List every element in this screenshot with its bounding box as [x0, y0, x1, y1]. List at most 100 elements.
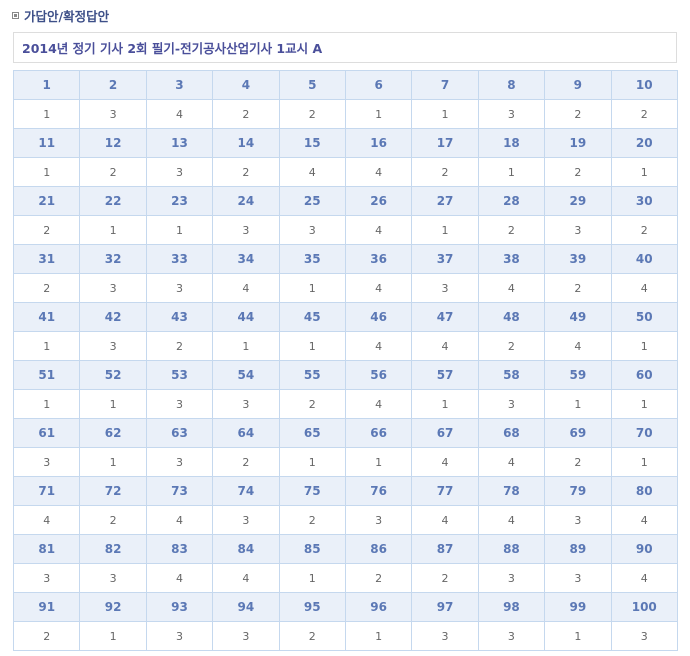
question-number: 16: [344, 128, 413, 158]
answer-value: 2: [544, 99, 612, 129]
answer-value: 3: [544, 563, 612, 593]
answer-value: 1: [79, 447, 147, 477]
question-number: 67: [411, 418, 479, 448]
question-number: 56: [344, 360, 413, 390]
question-number: 81: [12, 534, 81, 564]
question-number: 83: [145, 534, 214, 564]
question-number: 87: [411, 534, 479, 564]
question-number-row: 41 42 43 44 45 46 47 48 49 50: [12, 302, 679, 332]
question-number: 35: [278, 244, 346, 274]
exam-title: 2014년 정기 기사 2회 필기-전기공사산업기사 1교시 A: [22, 41, 323, 56]
answer-value: 3: [477, 389, 546, 419]
answer-value: 3: [145, 157, 214, 187]
section-title: 가답안/확정답안: [24, 9, 110, 24]
question-number: 93: [145, 592, 214, 622]
answer-value: 2: [12, 273, 81, 303]
answer-value: 1: [411, 215, 479, 245]
answer-value: 2: [411, 157, 479, 187]
answer-value: 3: [212, 389, 280, 419]
square-bullet-icon: [12, 12, 19, 19]
answer-value: 3: [610, 621, 679, 651]
question-number: 46: [344, 302, 413, 332]
question-number: 41: [12, 302, 81, 332]
answer-value: 3: [344, 505, 413, 535]
question-number: 68: [477, 418, 546, 448]
answer-value: 1: [212, 331, 280, 361]
question-number: 48: [477, 302, 546, 332]
answer-value: 4: [12, 505, 81, 535]
question-number: 84: [212, 534, 280, 564]
question-number: 40: [610, 244, 679, 274]
answer-value: 3: [411, 621, 479, 651]
question-number: 78: [477, 476, 546, 506]
answer-value: 2: [278, 389, 346, 419]
question-number: 58: [477, 360, 546, 390]
answer-value: 3: [477, 563, 546, 593]
answer-value: 1: [278, 331, 346, 361]
question-number: 63: [145, 418, 214, 448]
question-number: 82: [79, 534, 147, 564]
answer-value: 3: [79, 331, 147, 361]
question-number: 22: [79, 186, 147, 216]
answer-value: 3: [79, 99, 147, 129]
answer-value: 4: [411, 505, 479, 535]
question-number: 61: [12, 418, 81, 448]
question-number: 29: [544, 186, 612, 216]
question-number: 60: [610, 360, 679, 390]
question-number: 59: [544, 360, 612, 390]
answer-table: 1 2 3 4 5 6 7 8 9 10 1 3 4 2 2 1 1 3 2 2 11 12 13 14 15 16 17 18 19 2…: [12, 70, 679, 651]
question-number: 1: [12, 70, 81, 100]
question-number: 4: [212, 70, 280, 100]
answer-value: 1: [12, 157, 81, 187]
answer-value: 3: [212, 505, 280, 535]
answer-value: 2: [278, 99, 346, 129]
question-number: 44: [212, 302, 280, 332]
answer-value: 4: [145, 505, 214, 535]
question-number: 10: [610, 70, 679, 100]
question-number: 21: [12, 186, 81, 216]
answer-value: 4: [344, 389, 413, 419]
question-number: 71: [12, 476, 81, 506]
answer-value: 4: [477, 447, 546, 477]
question-number: 51: [12, 360, 81, 390]
question-number: 33: [145, 244, 214, 274]
answer-value: 1: [610, 157, 679, 187]
answer-value: 2: [411, 563, 479, 593]
answer-value: 1: [79, 621, 147, 651]
answer-value: 1: [145, 215, 214, 245]
question-number: 50: [610, 302, 679, 332]
answer-value: 3: [477, 621, 546, 651]
answer-value: 3: [477, 99, 546, 129]
answer-value: 1: [411, 99, 479, 129]
answer-value: 1: [344, 447, 413, 477]
question-number: 19: [544, 128, 612, 158]
question-number: 100: [610, 592, 679, 622]
answer-value: 4: [544, 331, 612, 361]
answer-value: 3: [212, 621, 280, 651]
answer-value: 3: [544, 215, 612, 245]
answer-value: 2: [212, 447, 280, 477]
answer-value: 1: [610, 331, 679, 361]
question-number: 91: [12, 592, 81, 622]
question-number: 79: [544, 476, 612, 506]
question-number: 76: [344, 476, 413, 506]
answer-value: 1: [344, 621, 413, 651]
question-number-row: 31 32 33 34 35 36 37 38 39 40: [12, 244, 679, 274]
answer-value: 2: [79, 157, 147, 187]
question-number: 49: [544, 302, 612, 332]
answer-value: 4: [610, 273, 679, 303]
answer-value: 4: [610, 563, 679, 593]
answer-value: 4: [145, 99, 214, 129]
answer-value: 2: [79, 505, 147, 535]
question-number: 64: [212, 418, 280, 448]
question-number: 23: [145, 186, 214, 216]
question-number: 15: [278, 128, 346, 158]
answer-value: 3: [544, 505, 612, 535]
question-number: 34: [212, 244, 280, 274]
answer-value: 4: [477, 273, 546, 303]
